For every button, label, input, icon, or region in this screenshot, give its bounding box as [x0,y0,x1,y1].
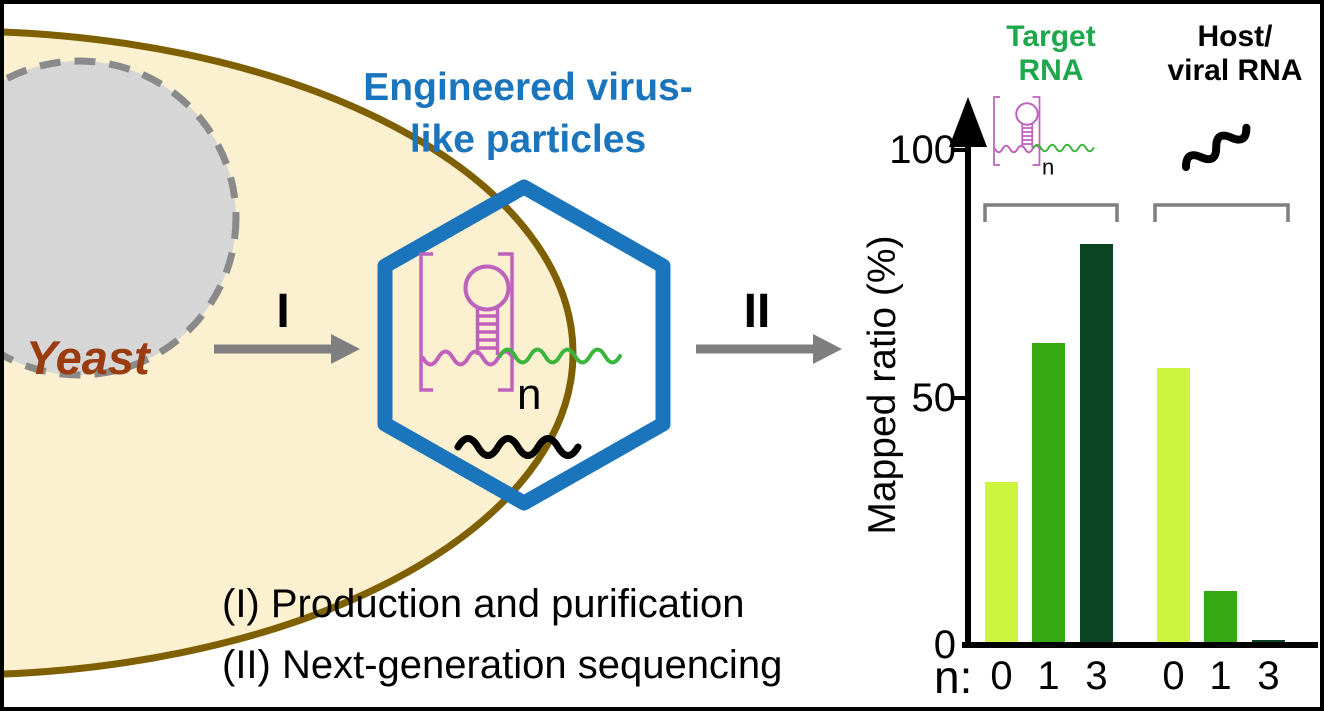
group-header-target-line1: Target [1006,20,1096,53]
step2-label: II [743,285,771,338]
arrow-step2 [696,334,842,364]
y-tick-label-50: 50 [911,375,957,420]
vlp-title-line2: like particles [409,118,647,161]
host-viral-rna-icon [1181,123,1251,171]
group-header-target-rna: Target RNA [985,20,1117,88]
group-header-host-viral-rna: Host/ viral RNA [1150,20,1320,88]
host-rna-strand-hexagon [454,435,582,459]
y-axis-line [965,118,971,647]
x-category-label: 0 [1162,654,1185,698]
y-axis-arrowhead [949,97,987,147]
target-rna-motif-small [993,96,1095,181]
vlp-hexagon-shape [377,179,671,511]
bar-target-rna-n3 [1080,244,1113,645]
y-tick-mark-100 [954,148,968,152]
x-axis-line [962,642,1318,648]
step1-label: I [276,285,290,338]
yeast-nucleus-shape [0,57,240,379]
arrow-step2-head [813,334,842,364]
arrow-step1 [214,334,360,364]
step-note-1: (I) Production and purification [222,582,745,626]
bar-host-viral-rna-n0 [1157,367,1190,645]
group-header-target-line2: RNA [1018,54,1084,87]
y-tick-label-100: 100 [889,128,956,172]
vlp-title-line1: Engineered virus- [363,66,693,109]
bar-target-rna-n0 [985,481,1018,645]
arrow-step1-head [331,334,360,364]
group-bracket-host [1153,203,1290,222]
y-tick-label-0: 0 [933,623,956,667]
x-category-label: 3 [1085,654,1108,698]
group-bracket-target [983,203,1119,222]
group-header-host-line2: viral RNA [1167,54,1303,87]
step-note-2: (II) Next-generation sequencing [222,643,783,687]
bar-host-viral-rna-n1 [1204,590,1237,645]
group-header-host-line1: Host/ [1197,20,1273,53]
x-category-label: 1 [1209,654,1232,698]
y-tick-mark-50 [954,395,968,400]
vlp-title: Engineered virus- like particles [308,62,748,166]
x-category-label: 0 [990,654,1013,698]
step-notes: (I) Production and purification (II) Nex… [222,574,782,696]
yeast-label: Yeast [26,331,150,384]
x-axis-prefix: n: [934,651,973,703]
x-category-label: 1 [1037,654,1060,698]
bar-target-rna-n1 [1032,343,1065,645]
x-category-label: 3 [1257,654,1280,698]
